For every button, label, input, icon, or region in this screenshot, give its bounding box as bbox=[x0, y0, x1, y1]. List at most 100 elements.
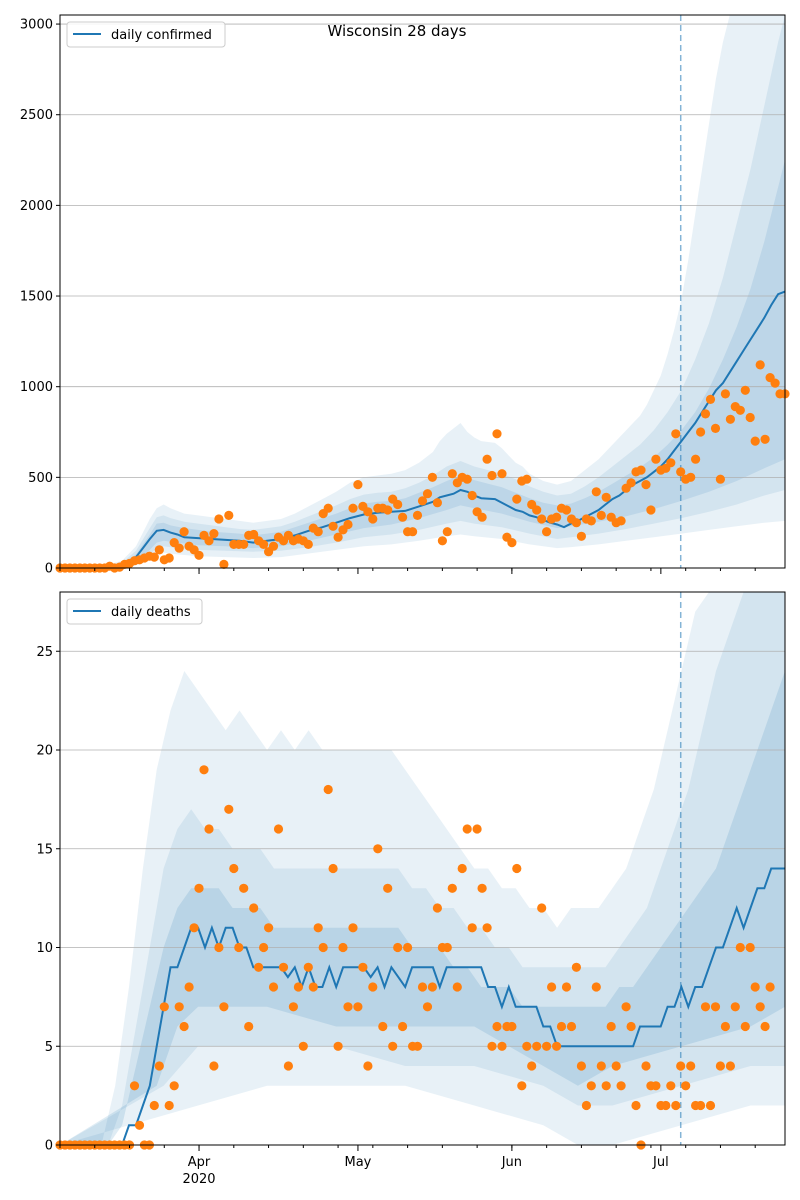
x-tick-label-month: May bbox=[344, 1155, 371, 1170]
bot-data-point bbox=[626, 1021, 636, 1032]
top-data-point bbox=[507, 538, 517, 548]
bot-data-point bbox=[472, 824, 482, 834]
bot-data-point bbox=[532, 1041, 542, 1051]
top-data-point bbox=[214, 514, 224, 524]
bot-data-point bbox=[576, 1061, 587, 1071]
confirmed-legend: daily confirmed bbox=[66, 21, 226, 48]
top-data-point bbox=[174, 543, 184, 553]
bot-data-point bbox=[214, 942, 224, 953]
bot-data-point bbox=[671, 1100, 681, 1111]
top-data-point bbox=[700, 409, 711, 419]
bot-data-point bbox=[199, 765, 209, 775]
bot-data-point bbox=[487, 1041, 497, 1051]
top-data-point bbox=[422, 489, 433, 499]
bot-data-point bbox=[432, 903, 442, 913]
bot-data-point bbox=[373, 844, 383, 854]
bot-data-point bbox=[561, 982, 572, 992]
bot-data-point bbox=[547, 982, 557, 992]
top-data-point bbox=[149, 552, 159, 562]
x-tick-label-month: Apr bbox=[188, 1155, 211, 1170]
bot-data-point bbox=[765, 982, 775, 992]
bot-data-point bbox=[601, 1081, 611, 1091]
bot-data-point bbox=[462, 824, 472, 834]
top-data-point bbox=[482, 454, 492, 464]
bot-data-point bbox=[755, 1002, 765, 1012]
bot-data-point bbox=[661, 1100, 671, 1111]
top-data-point bbox=[676, 467, 686, 477]
top-data-point bbox=[219, 559, 229, 570]
bot-data-point bbox=[249, 903, 259, 913]
bot-data-point bbox=[179, 1021, 189, 1032]
deaths-gridlines bbox=[60, 650, 785, 1047]
bot-data-point bbox=[293, 982, 303, 992]
top-y-tick-label: 2500 bbox=[20, 108, 53, 123]
bot-data-point bbox=[244, 1021, 254, 1032]
top-data-point bbox=[259, 539, 269, 550]
bot-data-point bbox=[219, 1002, 229, 1012]
bot-data-point bbox=[239, 883, 249, 893]
confirmed-panel: 0 500 1000 1500 2000 2500 3000 Wisconsin 28 da… bbox=[20, 14, 790, 577]
top-data-point bbox=[348, 503, 358, 513]
bot-data-point bbox=[666, 1081, 676, 1091]
top-data-point bbox=[328, 521, 338, 531]
bot-data-point bbox=[552, 1041, 562, 1051]
deaths-y-ticks: 0 5 10 15 20 25 bbox=[36, 645, 60, 1154]
bot-data-point bbox=[710, 1002, 721, 1012]
bot-data-point bbox=[328, 863, 338, 874]
x-tick-label-year: 2020 bbox=[182, 1172, 215, 1187]
top-data-point bbox=[333, 532, 343, 542]
bot-data-point bbox=[398, 1021, 408, 1032]
bot-data-point bbox=[676, 1061, 686, 1071]
bot-data-point bbox=[725, 1061, 736, 1071]
bot-band-inner bbox=[60, 671, 785, 1145]
confirmed-uncertainty-bands bbox=[60, 15, 785, 568]
bot-data-point bbox=[174, 1002, 184, 1012]
bot-data-point bbox=[452, 982, 462, 992]
bot-y-tick-label: 0 bbox=[45, 1139, 53, 1154]
top-data-point bbox=[154, 545, 164, 555]
top-data-point bbox=[542, 527, 552, 537]
top-data-point bbox=[408, 527, 418, 537]
bot-data-point bbox=[616, 1081, 626, 1091]
top-y-tick-label: 2000 bbox=[20, 199, 53, 214]
bot-data-point bbox=[681, 1081, 691, 1091]
top-data-point bbox=[705, 394, 716, 404]
top-data-point bbox=[760, 434, 770, 444]
bot-data-point bbox=[298, 1041, 308, 1051]
top-data-point bbox=[616, 516, 626, 526]
top-data-point bbox=[224, 510, 234, 520]
bot-data-point bbox=[343, 1002, 353, 1012]
bot-data-point bbox=[527, 1061, 537, 1071]
bot-data-point bbox=[393, 942, 403, 953]
top-data-point bbox=[636, 465, 646, 475]
bot-data-point bbox=[318, 942, 328, 953]
bot-data-point bbox=[368, 982, 378, 992]
bot-data-point bbox=[234, 942, 244, 953]
top-data-point bbox=[194, 550, 204, 560]
top-data-point bbox=[393, 499, 403, 510]
bot-data-point bbox=[467, 923, 477, 933]
bot-data-point bbox=[417, 982, 428, 992]
top-data-point bbox=[601, 492, 611, 502]
bot-data-point bbox=[169, 1081, 179, 1091]
top-data-point bbox=[412, 510, 423, 520]
bot-data-point bbox=[388, 1041, 398, 1051]
top-data-point bbox=[750, 436, 760, 446]
bot-data-point bbox=[224, 804, 234, 814]
bot-data-point bbox=[606, 1021, 616, 1032]
top-data-point bbox=[239, 539, 249, 550]
top-data-point bbox=[487, 470, 497, 481]
bot-data-point bbox=[259, 942, 269, 953]
bot-data-point bbox=[705, 1100, 716, 1111]
deaths-legend: daily deaths bbox=[66, 598, 203, 625]
top-data-point bbox=[383, 505, 393, 515]
bot-data-point bbox=[715, 1061, 726, 1071]
bot-data-point bbox=[422, 1002, 433, 1012]
top-data-point bbox=[596, 510, 606, 520]
confirmed-observed-points bbox=[55, 360, 790, 573]
top-data-point bbox=[512, 494, 522, 504]
bot-data-point bbox=[611, 1061, 621, 1071]
top-data-point bbox=[745, 412, 755, 423]
deaths-mean-line bbox=[60, 867, 785, 1145]
top-data-point bbox=[720, 389, 731, 399]
